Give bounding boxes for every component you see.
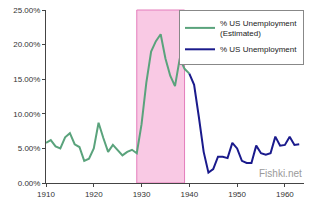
svg-text:Fishki.net: Fishki.net	[259, 168, 302, 179]
svg-text:1960: 1960	[276, 190, 294, 199]
svg-text:25.00%: 25.00%	[13, 6, 40, 15]
svg-text:1930: 1930	[133, 190, 151, 199]
svg-text:20.00%: 20.00%	[13, 40, 40, 49]
svg-text:% US Unemployment(Estimated): % US Unemployment(Estimated)	[220, 19, 297, 38]
svg-text:10.00%: 10.00%	[13, 110, 40, 119]
svg-text:1910: 1910	[37, 190, 55, 199]
svg-text:% US Unemployment: % US Unemployment	[220, 45, 297, 54]
svg-text:1920: 1920	[85, 190, 103, 199]
svg-text:1940: 1940	[180, 190, 198, 199]
svg-text:15.00%: 15.00%	[13, 75, 40, 84]
svg-text:0.00%: 0.00%	[18, 179, 41, 188]
svg-text:1950: 1950	[228, 190, 246, 199]
svg-text:5.00%: 5.00%	[18, 144, 41, 153]
